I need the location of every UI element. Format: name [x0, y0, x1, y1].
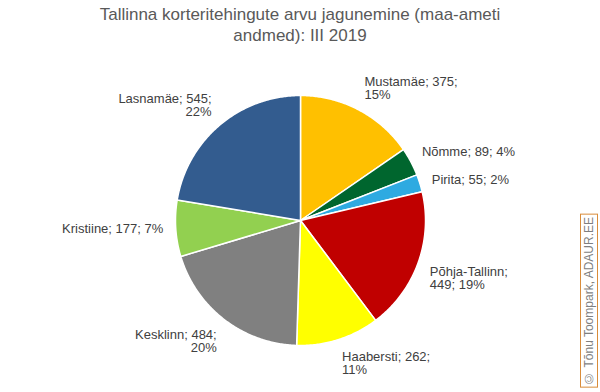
html-text:Tallinna korteritehingute arvu: Tallinna korteritehingute arvu jagunemin…: [99, 5, 501, 45]
svg-text:Lasnamäe; 545;22%: Lasnamäe; 545;22%: [118, 91, 212, 119]
svg-text:Mustamäe; 375;15%: Mustamäe; 375;15%: [364, 74, 457, 102]
svg-text:Haabersti; 262;11%: Haabersti; 262;11%: [342, 349, 430, 377]
svg-text:Kristiine; 177; 7%: Kristiine; 177; 7%: [62, 221, 164, 236]
svg-text:Põhja-Tallinn;449; 19%: Põhja-Tallinn;449; 19%: [430, 264, 508, 292]
svg-text:Pirita; 55; 2%: Pirita; 55; 2%: [432, 172, 510, 187]
svg-text:Kesklinn; 484;20%: Kesklinn; 484;20%: [135, 327, 217, 355]
html-text:© Tõnu Toompark, ADAUR.EE: © Tõnu Toompark, ADAUR.EE: [582, 217, 596, 385]
svg-text:Nõmme; 89; 4%: Nõmme; 89; 4%: [422, 144, 516, 159]
